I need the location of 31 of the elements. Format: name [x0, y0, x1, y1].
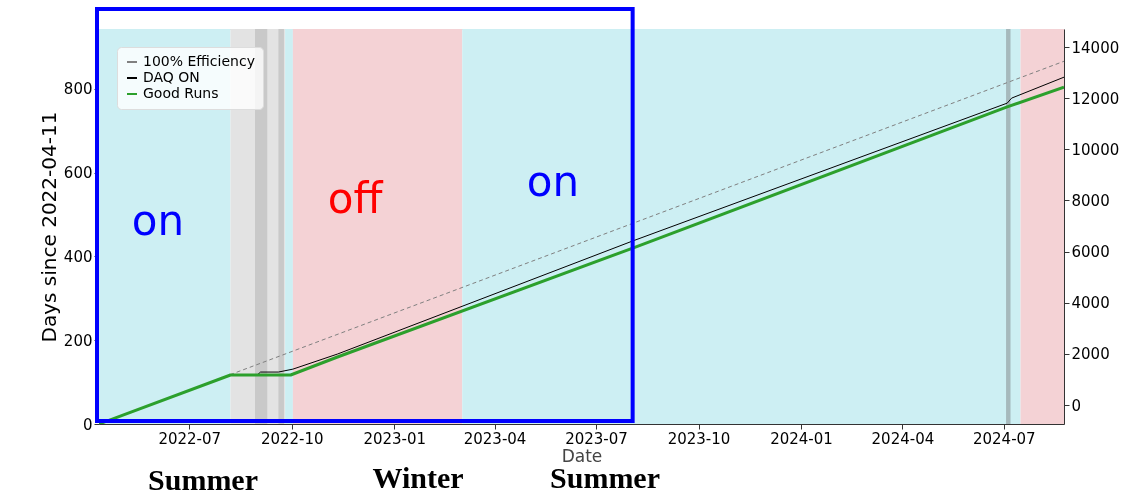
x-tick-label: 2023-04	[463, 429, 527, 448]
y-axis-title: Days since 2022-04-11	[36, 111, 61, 343]
y2-tick-label: 10000	[1071, 140, 1120, 159]
annotation: on	[526, 157, 580, 206]
y-tick-label: 0	[82, 415, 93, 434]
y-tick-label: 800	[63, 80, 93, 99]
y2-tick-label: 2000	[1071, 345, 1110, 364]
x-tick-label: 2022-07	[158, 429, 222, 448]
y-tick-label: 600	[63, 164, 93, 183]
y2-tick-label: 6000	[1071, 243, 1110, 262]
text: Winter	[372, 461, 464, 493]
y-tick-label: 200	[63, 331, 93, 350]
annotation: on	[131, 196, 185, 245]
legend-label: Good Runs	[143, 85, 219, 101]
annotation: off	[327, 174, 384, 223]
x-tick-label: 2024-07	[972, 429, 1036, 448]
y2-tick-label: 14000	[1071, 38, 1120, 57]
y2-tick-label: 8000	[1071, 191, 1110, 210]
x-tick-label: 2024-01	[770, 429, 833, 448]
x-tick-label: 2023-01	[363, 429, 427, 448]
text: Summer	[148, 463, 258, 493]
y-tick-label: 400	[63, 247, 93, 266]
x-tick-label: 2023-07	[565, 429, 628, 448]
legend-label: DAQ ON	[143, 69, 200, 85]
x-tick-label: 2024-04	[871, 429, 935, 448]
y2-tick-label: 4000	[1071, 294, 1110, 313]
y2-tick-label: 12000	[1071, 89, 1120, 108]
y2-tick-label: 0	[1071, 396, 1082, 415]
x-tick-label: 2022-10	[260, 429, 324, 448]
x-tick-label: 2023-10	[667, 429, 731, 448]
legend-label: 100% Efficiency	[143, 53, 255, 69]
